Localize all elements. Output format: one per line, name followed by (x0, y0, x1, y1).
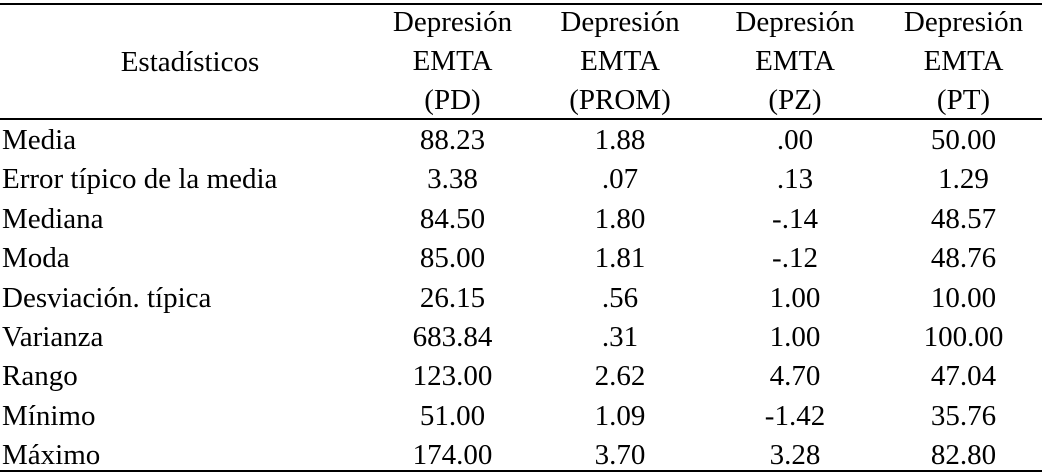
cell-value: .13 (776, 163, 814, 196)
column-header: Depresión (392, 6, 513, 38)
cell-value: 3.28 (769, 439, 821, 472)
cell-value: 48.57 (930, 202, 997, 235)
column-header: (PZ) (768, 84, 822, 116)
row-label: Error típico de la media (2, 163, 278, 196)
cell-value: 123.00 (412, 360, 493, 393)
cell-value: 50.00 (930, 124, 997, 156)
cell-value: 100.00 (923, 321, 1004, 353)
cell-value: 48.76 (930, 242, 997, 275)
cell-value: .07 (601, 163, 639, 196)
row-label: Desviación. típica (2, 281, 212, 314)
column-header: (PT) (936, 84, 991, 116)
column-header: EMTA (580, 45, 660, 77)
cell-value: 1.88 (594, 124, 646, 156)
top-rule (0, 3, 1042, 5)
row-label: Rango (2, 360, 78, 393)
row-label: Media (2, 124, 77, 156)
row-label: Mínimo (2, 399, 96, 432)
column-header: Depresión (560, 6, 680, 38)
column-header: (PROM) (569, 84, 671, 116)
cell-value: -.12 (772, 242, 818, 275)
row-label: Moda (2, 242, 70, 275)
cell-value: -.14 (772, 202, 818, 235)
cell-value: 3.38 (427, 163, 478, 196)
cell-value: .31 (601, 321, 639, 353)
cell-value: 35.76 (930, 399, 997, 432)
cell-value: 1.00 (769, 321, 821, 353)
row-label: Máximo (2, 439, 101, 472)
cell-value: 10.00 (930, 281, 997, 314)
cell-value: 26.15 (419, 281, 486, 314)
column-header: EMTA (755, 45, 835, 77)
cell-value: 1.80 (594, 202, 646, 235)
cell-value: -1.42 (764, 399, 826, 432)
row-label: Mediana (2, 202, 104, 235)
cell-value: 88.23 (419, 124, 486, 156)
cell-value: 683.84 (412, 321, 493, 353)
column-header: EMTA (412, 45, 493, 77)
cell-value: .56 (601, 281, 639, 314)
header-rule (0, 118, 1042, 120)
cell-value: 82.80 (930, 439, 997, 472)
column-header: (PD) (424, 84, 481, 116)
cell-value: 1.81 (594, 242, 646, 275)
cell-value: 84.50 (419, 202, 486, 235)
cell-value: 1.29 (938, 163, 989, 196)
cell-value: 4.70 (769, 360, 821, 393)
row-label: Varianza (2, 321, 104, 353)
cell-value: 85.00 (419, 242, 486, 275)
cell-value: 1.00 (769, 281, 821, 314)
column-header: Depresión (903, 6, 1024, 38)
cell-value: 51.00 (419, 399, 486, 432)
cell-value: 174.00 (412, 439, 493, 472)
cell-value: 2.62 (594, 360, 646, 393)
column-header: Depresión (735, 6, 855, 38)
cell-value: 1.09 (594, 399, 646, 432)
cell-value: .00 (776, 124, 814, 156)
header-label: Estadísticos (120, 46, 260, 78)
bottom-rule (0, 470, 1042, 472)
cell-value: 3.70 (594, 439, 646, 472)
column-header: EMTA (923, 45, 1004, 77)
cell-value: 47.04 (930, 360, 997, 393)
